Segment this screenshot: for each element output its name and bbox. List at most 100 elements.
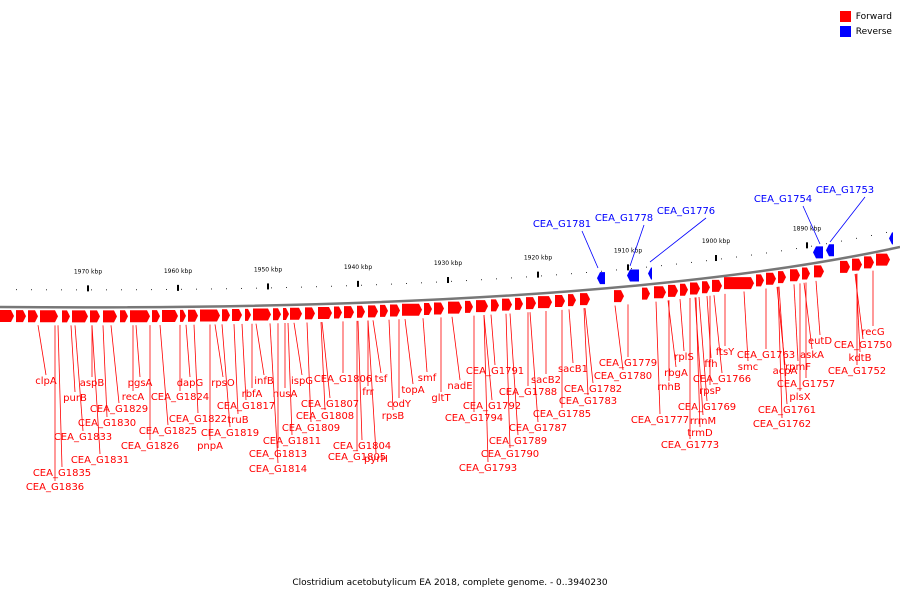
forward-gene-arrow — [448, 301, 462, 314]
guide-dot — [316, 286, 317, 288]
forward-gene-arrow — [273, 308, 281, 321]
forward-gene-label: CEA_G1763 — [737, 350, 795, 361]
guide-dot — [196, 288, 197, 290]
forward-leader-line — [695, 297, 701, 428]
forward-gene-arrow — [555, 295, 565, 308]
forward-gene-label: CEA_G1762 — [753, 419, 811, 430]
forward-leader-line — [584, 308, 594, 384]
forward-gene-label: codY — [387, 399, 412, 410]
forward-leader-line — [306, 322, 312, 423]
forward-leader-line — [293, 322, 303, 376]
forward-gene-label: CEA_G1826 — [121, 441, 179, 452]
reverse-legend-label: Reverse — [855, 26, 892, 37]
forward-gene-label: CEA_G1790 — [481, 449, 539, 460]
guide-dot — [166, 288, 167, 290]
guide-dot — [871, 234, 872, 236]
kbp-tick-label: 1890 kbp — [793, 225, 821, 232]
forward-gene-arrow — [390, 304, 400, 317]
guide-dot — [391, 283, 392, 285]
kbp-tick-label: 1930 kbp — [434, 260, 462, 267]
forward-gene-arrow — [680, 283, 688, 296]
forward-leader-line — [667, 300, 677, 368]
forward-leader-line — [777, 286, 783, 419]
guide-dot — [826, 243, 827, 245]
kbp-tick-label: 1960 kbp — [164, 268, 192, 275]
forward-gene-label: CEA_G1792 — [463, 401, 521, 412]
reverse-leader-line — [802, 205, 821, 245]
forward-leader-line — [713, 295, 723, 374]
forward-gene-label: CEA_G1791 — [466, 366, 524, 377]
forward-gene-label: CEA_G1830 — [78, 418, 136, 429]
reverse-genes — [597, 232, 893, 285]
forward-gene-label: sacB2 — [531, 375, 561, 386]
forward-gene-label: CEA_G1822 — [169, 414, 227, 425]
guide-dot — [361, 284, 362, 286]
forward-gene-label: topA — [401, 385, 424, 396]
forward-gene-arrow — [568, 294, 576, 307]
forward-gene-arrow — [724, 277, 754, 290]
forward-leader-line — [679, 299, 685, 352]
forward-leader-line — [357, 320, 363, 441]
forward-gene-label: rplS — [674, 352, 694, 363]
forward-gene-label: CEA_G1813 — [249, 449, 307, 460]
guide-dot — [616, 269, 617, 271]
forward-gene-label: CEA_G1808 — [296, 411, 354, 422]
forward-genes — [0, 253, 890, 323]
forward-gene-label: truB — [227, 415, 248, 426]
kbp-tick — [357, 280, 359, 287]
forward-gene-label: clpA — [35, 376, 57, 387]
forward-leader-line — [185, 324, 191, 378]
guide-dot — [31, 289, 32, 291]
forward-gene-arrow — [538, 296, 552, 309]
forward-leader-line — [614, 305, 624, 371]
forward-gene-label: tsf — [375, 374, 388, 385]
forward-leader-line — [70, 325, 76, 393]
guide-dot — [106, 289, 107, 291]
forward-leader-line — [803, 282, 813, 350]
guide-dot — [676, 263, 677, 265]
forward-gene-arrow — [283, 308, 289, 321]
forward-leader-line — [214, 324, 224, 378]
forward-gene-arrow — [790, 269, 800, 282]
forward-gene-arrow — [40, 310, 58, 323]
reverse-gene-arrow — [889, 232, 893, 245]
forward-gene-label: CEA_G1769 — [678, 402, 736, 413]
forward-gene-arrow — [0, 310, 14, 323]
guide-dot — [181, 288, 182, 290]
forward-gene-label: purB — [63, 393, 87, 404]
forward-gene-label: recA — [122, 392, 145, 403]
forward-leader-line — [241, 323, 247, 401]
forward-gene-arrow — [120, 310, 128, 323]
forward-gene-arrow — [515, 297, 523, 310]
guide-dot — [436, 281, 437, 283]
guide-dot — [91, 289, 92, 291]
guide-dot — [286, 287, 287, 289]
forward-leader-line — [255, 323, 265, 376]
forward-gene-arrow — [103, 310, 117, 323]
guide-dot — [76, 289, 77, 291]
kbp-tick — [177, 284, 179, 291]
reverse-gene-label: CEA_G1776 — [657, 206, 715, 217]
kbp-tick-label: 1970 kbp — [74, 268, 102, 275]
forward-gene-arrow — [305, 307, 315, 320]
forward-label-lines — [37, 270, 874, 481]
forward-gene-arrow — [814, 265, 824, 278]
guide-dot — [556, 274, 557, 276]
forward-gene-label: sacB1 — [558, 364, 588, 375]
guide-dot — [301, 286, 302, 288]
guide-dot — [256, 287, 257, 289]
reverse-gene-arrow — [648, 267, 652, 280]
reverse-gene-arrow — [627, 269, 639, 282]
forward-leader-line — [505, 313, 511, 449]
guide-dot — [856, 237, 857, 239]
guide-dot — [271, 287, 272, 289]
guide-dot — [61, 289, 62, 291]
forward-gene-arrow — [16, 310, 26, 323]
guide-dot — [211, 288, 212, 290]
forward-gene-arrow — [802, 267, 810, 280]
forward-gene-label: CEA_G1836 — [26, 482, 84, 493]
forward-leader-line — [706, 296, 712, 359]
forward-gene-arrow — [502, 298, 512, 311]
forward-gene-arrow — [72, 310, 88, 323]
kbp-tick — [447, 277, 449, 284]
